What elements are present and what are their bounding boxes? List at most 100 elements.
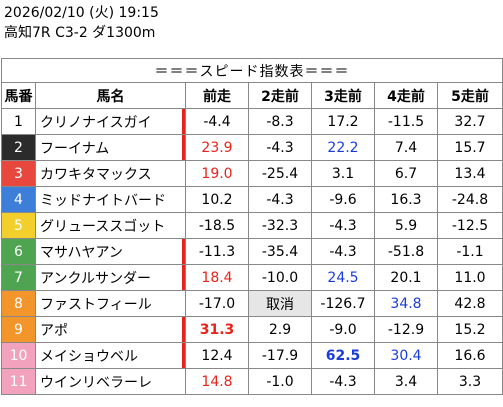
race-info: 高知7R C3-2 ダ1300m: [4, 25, 156, 41]
horse-name: フーイナム: [35, 134, 186, 161]
horse-name: グリューススゴット: [35, 212, 186, 239]
speed-index-cell: 15.7: [437, 134, 503, 161]
speed-index-cell: 31.3: [185, 316, 249, 343]
speed-index-cell: 30.4: [374, 342, 438, 369]
horse-name: ウインリベラーレ: [35, 368, 186, 395]
speed-index-cell: 19.0: [185, 160, 249, 187]
speed-index-cell-cancelled: 取消: [248, 290, 312, 317]
column-header-last-race: 前走: [185, 82, 249, 109]
speed-index-cell: -35.4: [248, 238, 312, 265]
column-header-name: 馬名: [35, 82, 186, 109]
speed-index-cell: 5.9: [374, 212, 438, 239]
speed-index-cell: -10.0: [248, 264, 312, 291]
speed-index-cell: 24.5: [311, 264, 375, 291]
speed-index-cell: -9.0: [311, 316, 375, 343]
speed-index-cell: -11.5: [374, 108, 438, 135]
table-row: 10 メイショウベル 12.4 -17.9 62.5 30.4 16.6: [1, 342, 503, 369]
horse-number: 9: [1, 316, 36, 343]
horse-number: 4: [1, 186, 36, 213]
speed-index-cell: -32.3: [248, 212, 312, 239]
speed-index-cell: -51.8: [374, 238, 438, 265]
speed-index-cell: -1.0: [248, 368, 312, 395]
speed-index-cell: -9.6: [311, 186, 375, 213]
speed-index-cell: -4.3: [311, 212, 375, 239]
speed-index-cell: 16.6: [437, 342, 503, 369]
table-row: 7 アンクルサンダー 18.4 -10.0 24.5 20.1 11.0: [1, 264, 503, 291]
table-row: 2 フーイナム 23.9 -4.3 22.2 7.4 15.7: [1, 134, 503, 161]
race-datetime: 2026/02/10 (火) 19:15: [4, 5, 159, 21]
speed-index-cell: 16.3: [374, 186, 438, 213]
table-row: 6 マサハヤアン -11.3 -35.4 -4.3 -51.8 -1.1: [1, 238, 503, 265]
horse-number: 3: [1, 160, 36, 187]
horse-name: アンクルサンダー: [35, 264, 186, 291]
speed-index-cell: 2.9: [248, 316, 312, 343]
horse-name: アポ: [35, 316, 186, 343]
speed-index-cell: -1.1: [437, 238, 503, 265]
speed-index-cell: -4.3: [311, 368, 375, 395]
speed-index-cell: 34.8: [374, 290, 438, 317]
speed-index-cell: 7.4: [374, 134, 438, 161]
horse-name: マサハヤアン: [35, 238, 186, 265]
speed-index-cell: 32.7: [437, 108, 503, 135]
table-row: 1 クリノナイスガイ -4.4 -8.3 17.2 -11.5 32.7: [1, 108, 503, 135]
speed-index-cell: 3.3: [437, 368, 503, 395]
table-row: 4 ミッドナイトバード 10.2 -4.3 -9.6 16.3 -24.8: [1, 186, 503, 213]
speed-index-cell: -8.3: [248, 108, 312, 135]
horse-name: ミッドナイトバード: [35, 186, 186, 213]
horse-number: 8: [1, 290, 36, 317]
table-row: 5 グリューススゴット -18.5 -32.3 -4.3 5.9 -12.5: [1, 212, 503, 239]
speed-index-table: ＝＝＝スピード指数表＝＝＝ 馬番 馬名 前走 2走前 3走前 4走前 5走前 1…: [1, 58, 503, 395]
horse-number: 7: [1, 264, 36, 291]
column-header-4-races-ago: 4走前: [374, 82, 438, 109]
speed-index-cell: 11.0: [437, 264, 503, 291]
speed-index-cell: -18.5: [185, 212, 249, 239]
speed-index-cell: -17.9: [248, 342, 312, 369]
speed-index-cell: -4.3: [311, 238, 375, 265]
column-header-3-races-ago: 3走前: [311, 82, 375, 109]
speed-index-cell: 13.4: [437, 160, 503, 187]
table-row: 11 ウインリベラーレ 14.8 -1.0 -4.3 3.4 3.3: [1, 368, 503, 395]
speed-index-cell: 42.8: [437, 290, 503, 317]
horse-number: 10: [1, 342, 36, 369]
horse-number: 6: [1, 238, 36, 265]
speed-index-cell: -25.4: [248, 160, 312, 187]
table-title: ＝＝＝スピード指数表＝＝＝: [1, 58, 503, 83]
speed-index-cell: 3.1: [311, 160, 375, 187]
speed-index-cell: 6.7: [374, 160, 438, 187]
speed-index-cell: 62.5: [311, 342, 375, 369]
speed-index-cell: 15.2: [437, 316, 503, 343]
speed-index-cell: 14.8: [185, 368, 249, 395]
speed-index-cell: 3.4: [374, 368, 438, 395]
horse-number: 5: [1, 212, 36, 239]
horse-name: メイショウベル: [35, 342, 186, 369]
speed-index-cell: -24.8: [437, 186, 503, 213]
table-row: 9 アポ 31.3 2.9 -9.0 -12.9 15.2: [1, 316, 503, 343]
speed-index-cell: 12.4: [185, 342, 249, 369]
column-header-5-races-ago: 5走前: [437, 82, 503, 109]
column-header-2-races-ago: 2走前: [248, 82, 312, 109]
horse-number: 1: [1, 108, 36, 135]
speed-index-cell: 17.2: [311, 108, 375, 135]
speed-index-cell: 23.9: [185, 134, 249, 161]
speed-index-cell: 18.4: [185, 264, 249, 291]
speed-index-cell: 22.2: [311, 134, 375, 161]
speed-index-cell: -17.0: [185, 290, 249, 317]
speed-index-cell: -11.3: [185, 238, 249, 265]
speed-index-cell: 20.1: [374, 264, 438, 291]
speed-index-cell: -4.3: [248, 186, 312, 213]
speed-index-cell: -4.3: [248, 134, 312, 161]
column-header-number: 馬番: [1, 82, 36, 109]
table-row: 3 カワキタマックス 19.0 -25.4 3.1 6.7 13.4: [1, 160, 503, 187]
horse-name: ファストフィール: [35, 290, 186, 317]
speed-index-cell: -12.9: [374, 316, 438, 343]
horse-name: カワキタマックス: [35, 160, 186, 187]
horse-number: 2: [1, 134, 36, 161]
speed-index-cell: -4.4: [185, 108, 249, 135]
speed-index-cell: 10.2: [185, 186, 249, 213]
horse-name: クリノナイスガイ: [35, 108, 186, 135]
speed-index-cell: -12.5: [437, 212, 503, 239]
table-row: 8 ファストフィール -17.0 取消 -126.7 34.8 42.8: [1, 290, 503, 317]
speed-index-cell: -126.7: [311, 290, 375, 317]
horse-number: 11: [1, 368, 36, 395]
